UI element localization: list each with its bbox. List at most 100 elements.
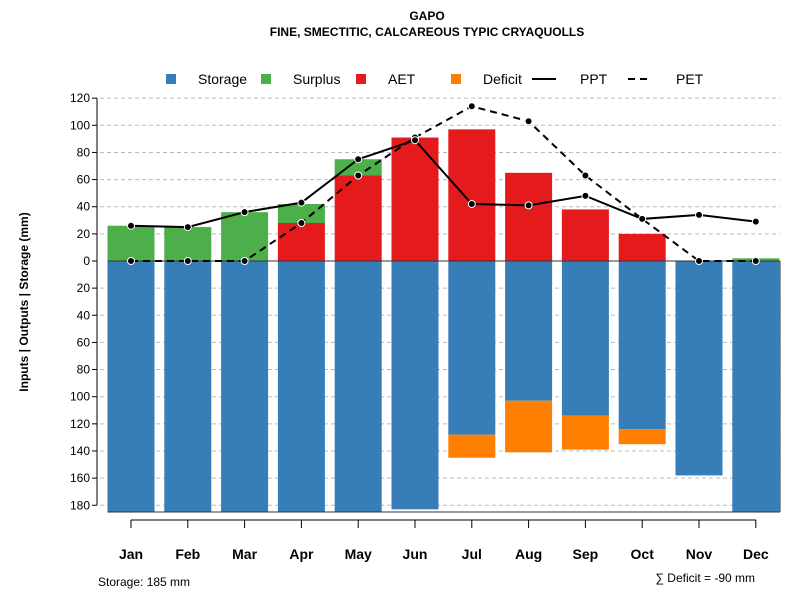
storage-bar <box>675 261 723 476</box>
x-tick-label: Nov <box>686 546 713 562</box>
pet-point <box>524 117 533 126</box>
legend-label: Storage <box>198 71 247 87</box>
storage-bar <box>618 261 666 430</box>
storage-bar <box>448 261 496 435</box>
y-tick-label: 80 <box>77 145 91 159</box>
x-tick-label: Jan <box>119 546 143 562</box>
storage-bar <box>334 261 382 513</box>
x-tick-label: Dec <box>743 546 769 562</box>
pet-point <box>695 257 703 265</box>
y-tick-label: 180 <box>70 498 90 512</box>
y-tick-label: 100 <box>70 390 90 404</box>
deficit-bar <box>561 415 609 450</box>
ppt-point <box>297 198 306 207</box>
storage-bar <box>561 261 609 416</box>
y-axis-label: Inputs | Outputs | Storage (mm) <box>17 212 31 391</box>
legend-swatch-icon <box>356 74 366 84</box>
y-tick-label: 120 <box>70 91 90 105</box>
y-tick-label: 140 <box>70 444 90 458</box>
y-tick-label: 80 <box>77 363 91 377</box>
legend-label: Deficit <box>483 71 522 87</box>
legend-swatch-icon <box>261 74 271 84</box>
legend-item-aet: AET <box>356 71 416 87</box>
x-tick-label: Mar <box>232 546 257 562</box>
surplus-bar <box>221 212 269 261</box>
ppt-point <box>240 208 249 217</box>
storage-bar <box>107 261 155 513</box>
storage-bar <box>277 261 325 513</box>
y-tick-label: 40 <box>77 200 91 214</box>
aet-bar <box>277 223 325 261</box>
storage-bar <box>164 261 212 513</box>
y-tick-label: 60 <box>77 173 91 187</box>
pet-point <box>581 171 590 180</box>
chart-title: GAPO <box>409 9 444 23</box>
chart-subtitle: FINE, SMECTITIC, CALCAREOUS TYPIC CRYAQU… <box>270 25 584 39</box>
legend-item-pet: PET <box>628 71 704 87</box>
legend-item-ppt: PPT <box>532 71 608 87</box>
storage-bar <box>732 261 780 513</box>
aet-bar <box>391 137 439 261</box>
ppt-point <box>751 217 760 226</box>
legend-label: PPT <box>580 71 608 87</box>
ppt-line <box>130 139 756 229</box>
ppt-point <box>183 223 192 232</box>
x-tick-label: Sep <box>573 546 599 562</box>
pet-point <box>127 257 135 265</box>
y-tick-label: 20 <box>77 281 91 295</box>
deficit-bar <box>448 434 496 458</box>
y-tick-label: 160 <box>70 471 90 485</box>
ppt-point <box>354 155 363 164</box>
ppt-point <box>467 200 476 209</box>
legend-swatch-icon <box>451 74 461 84</box>
storage-bar <box>221 261 269 513</box>
legend-label: Surplus <box>293 71 340 87</box>
ppt-point <box>638 214 647 223</box>
storage-bar <box>391 261 439 510</box>
legend-item-deficit: Deficit <box>451 71 522 87</box>
x-tick-label: Jun <box>403 546 428 562</box>
x-tick-label: Jul <box>462 546 482 562</box>
ppt-point <box>524 201 533 210</box>
y-tick-label: 60 <box>77 335 91 349</box>
aet-bar <box>505 172 553 261</box>
ppt-point <box>581 191 590 200</box>
x-tick-label: Aug <box>515 546 542 562</box>
pet-point <box>240 257 249 265</box>
deficit-bar <box>505 400 553 453</box>
aet-bar <box>448 129 496 261</box>
storage-bar <box>505 261 553 401</box>
deficit-bar <box>618 429 666 445</box>
y-tick-label: 100 <box>70 118 90 132</box>
pet-point <box>354 171 363 180</box>
pet-point <box>467 102 476 111</box>
x-tick-label: May <box>345 546 372 562</box>
y-tick-label: 0 <box>83 254 90 268</box>
ppt-point <box>127 221 135 230</box>
legend-item-surplus: Surplus <box>261 71 340 87</box>
surplus-bar <box>107 225 155 261</box>
surplus-bar <box>334 159 382 176</box>
y-tick-label: 40 <box>77 308 91 322</box>
deficit-annotation: ∑ Deficit = -90 mm <box>655 571 755 585</box>
x-tick-label: Oct <box>631 546 655 562</box>
storage-annotation: Storage: 185 mm <box>98 575 190 589</box>
aet-bar <box>334 175 382 261</box>
legend-swatch-icon <box>166 74 176 84</box>
legend-label: AET <box>388 71 416 87</box>
pet-point <box>183 257 192 265</box>
pet-point <box>751 257 760 265</box>
surplus-bar <box>277 204 325 224</box>
surplus-bar <box>164 227 212 261</box>
aet-bar <box>561 209 609 261</box>
legend-label: PET <box>676 71 704 87</box>
pet-point <box>297 219 306 228</box>
x-tick-label: Feb <box>175 546 200 562</box>
x-tick-label: Apr <box>289 546 314 562</box>
ppt-point <box>695 210 703 219</box>
y-tick-label: 20 <box>77 227 91 241</box>
y-tick-label: 120 <box>70 417 90 431</box>
aet-bar <box>618 233 666 261</box>
